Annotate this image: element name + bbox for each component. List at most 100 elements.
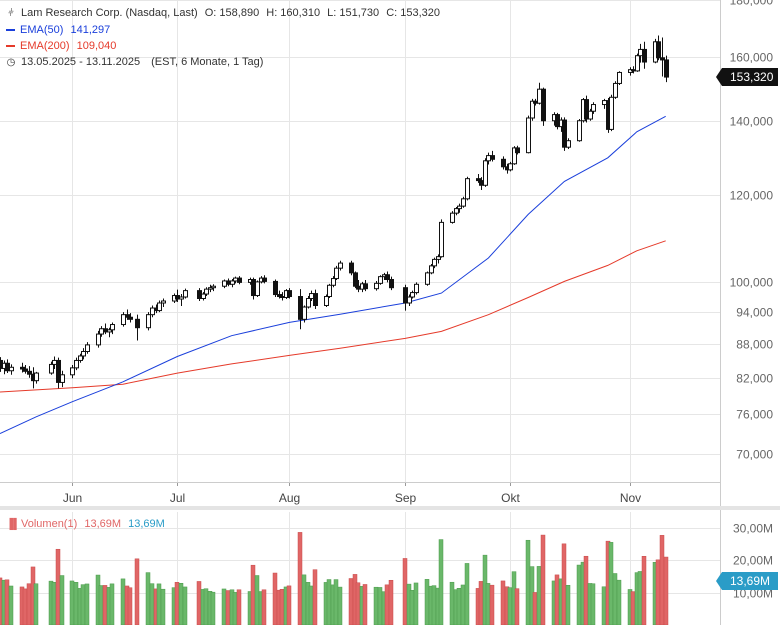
candle-body xyxy=(208,287,213,290)
candle-body xyxy=(338,262,343,269)
candle xyxy=(450,211,455,224)
high-value: H: 160,310 xyxy=(266,7,321,19)
candle-body xyxy=(85,344,90,352)
candle-body xyxy=(425,272,430,285)
volume-bar xyxy=(102,585,108,625)
candle xyxy=(338,260,343,271)
volume-bar xyxy=(413,582,419,625)
candle-body xyxy=(656,41,661,59)
candle-body xyxy=(450,212,455,223)
date-range: 13.05.2025 - 13.11.2025 xyxy=(21,56,141,68)
volume-bar xyxy=(51,582,57,625)
candle xyxy=(183,288,188,299)
volume-bar xyxy=(485,583,491,625)
price-tick-label: 82,000 xyxy=(736,372,773,386)
candle-body xyxy=(584,99,589,120)
candle xyxy=(222,279,227,289)
candle xyxy=(512,146,517,165)
candle xyxy=(298,289,303,330)
candle-body xyxy=(617,71,622,84)
candle xyxy=(27,366,32,378)
volume-bar xyxy=(590,583,596,625)
candle-body xyxy=(349,262,354,274)
candle xyxy=(555,112,560,130)
candle xyxy=(454,206,459,216)
candle-body xyxy=(403,287,408,304)
volume-bar xyxy=(59,575,65,625)
candle xyxy=(483,158,488,187)
candle-body xyxy=(179,296,184,300)
candle xyxy=(74,357,79,371)
volume-bar xyxy=(134,558,140,625)
candle xyxy=(353,271,358,289)
candle-body xyxy=(277,294,282,298)
candle-body xyxy=(465,178,470,200)
candle-body xyxy=(302,306,307,320)
candle xyxy=(656,35,661,61)
volume-bar xyxy=(576,564,582,625)
candle-body xyxy=(588,110,593,120)
candle xyxy=(125,309,130,320)
candle-body xyxy=(52,359,57,365)
volume-bar xyxy=(326,579,332,625)
candle xyxy=(255,280,260,298)
volume-bar xyxy=(174,582,180,625)
candle-body xyxy=(533,100,538,104)
volume-legend: ▐▌Volumen(1) 13,69M 13,69M xyxy=(6,516,165,533)
volume-bar xyxy=(554,574,560,625)
price-tick-label: 76,000 xyxy=(736,408,773,422)
volume-bar xyxy=(489,584,495,625)
volume-bar xyxy=(160,588,166,625)
candle xyxy=(128,313,133,323)
candle-body xyxy=(251,279,256,297)
candle-body xyxy=(81,350,86,357)
candle-body xyxy=(157,302,162,312)
candle xyxy=(9,364,14,375)
volume-bar xyxy=(73,582,79,625)
candle xyxy=(439,219,444,258)
candle-body xyxy=(483,160,488,186)
candle xyxy=(204,287,209,297)
candle-body xyxy=(476,178,481,182)
ema200-label: EMA(200) xyxy=(20,40,70,52)
ema50-label: EMA(50) xyxy=(20,24,64,36)
candle xyxy=(70,364,75,379)
candle xyxy=(613,81,618,99)
candle-body xyxy=(591,104,596,112)
candle-body xyxy=(537,88,542,104)
candle xyxy=(562,117,567,151)
volume-bar xyxy=(424,579,430,625)
candle-body xyxy=(566,140,571,148)
volume-bar xyxy=(4,579,10,625)
ema50-value: 141,297 xyxy=(70,24,111,36)
volume-bar xyxy=(616,579,622,625)
candle xyxy=(414,282,419,295)
candle xyxy=(501,156,506,170)
candle xyxy=(5,359,10,374)
candle xyxy=(476,174,481,183)
open-value: O: 158,890 xyxy=(204,7,260,19)
price-tick-label: 70,000 xyxy=(736,448,773,462)
candle xyxy=(287,288,292,299)
candle xyxy=(530,98,535,121)
volume-bar xyxy=(145,572,151,625)
volume-bar xyxy=(272,572,278,625)
volume-bar xyxy=(388,579,394,625)
candle-body xyxy=(107,329,112,333)
price-tick-label: 180,000 xyxy=(730,0,774,8)
volume-bar xyxy=(641,556,647,625)
date-tick-label: Sep xyxy=(395,491,417,505)
candle xyxy=(609,94,614,132)
volume-bar xyxy=(659,535,665,625)
candle-body xyxy=(222,280,227,287)
candle xyxy=(429,264,434,275)
candle-body xyxy=(429,265,434,274)
candle xyxy=(617,71,622,86)
candle xyxy=(425,271,430,286)
volume-bar xyxy=(156,583,162,625)
volume-bar xyxy=(308,585,314,625)
candle-body xyxy=(602,100,607,106)
candle-body xyxy=(313,293,318,307)
volume-bar xyxy=(565,585,571,625)
date-x-axis: Jun Jul Aug Sep Okt Nov xyxy=(63,491,641,505)
